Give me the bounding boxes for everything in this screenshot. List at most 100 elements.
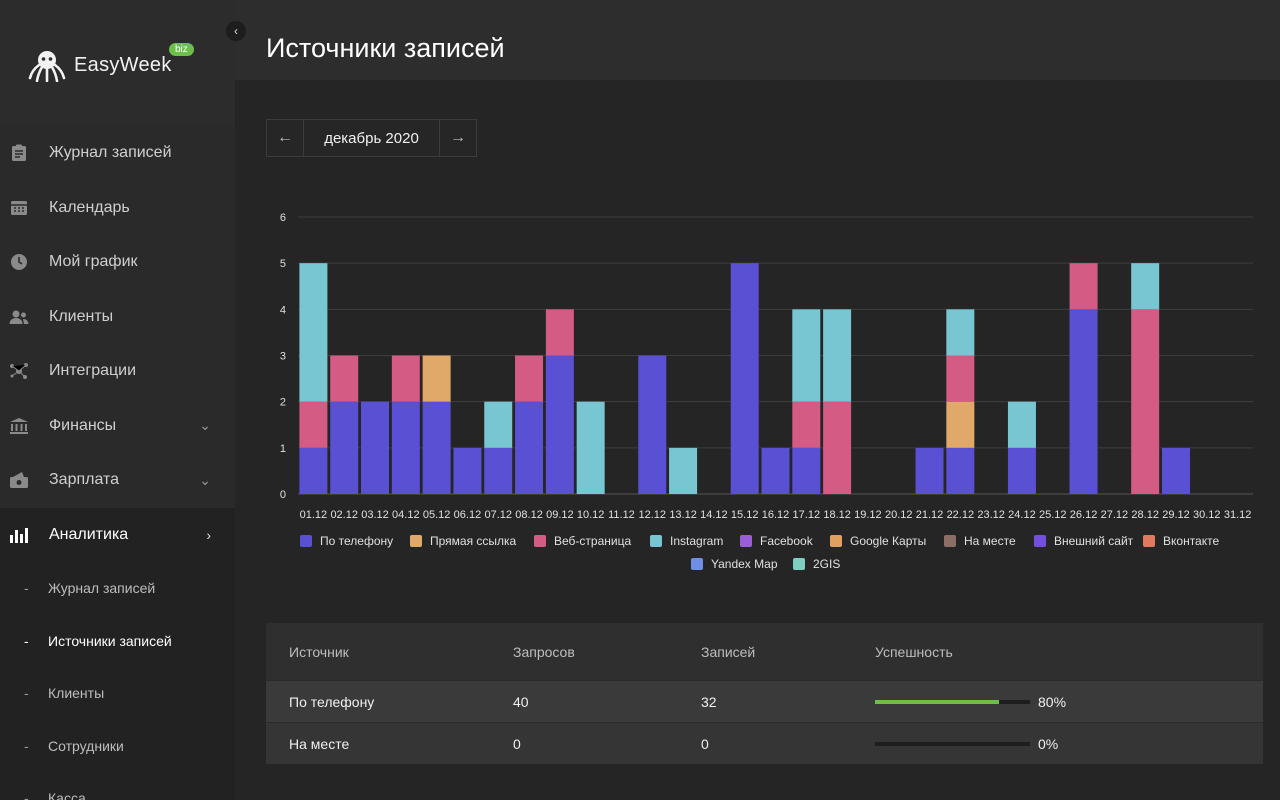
table-header: Источник Запросов Записей Успешность <box>266 623 1263 680</box>
clock-icon <box>9 252 29 272</box>
legend-label: Google Карты <box>850 534 926 548</box>
bar-segment <box>1007 447 1036 494</box>
x-tick-label: 25.12 <box>1039 509 1067 521</box>
bar-segment <box>792 447 821 494</box>
calendar-icon <box>9 198 29 218</box>
sidebar-item-salary[interactable]: Зарплата ⌄ <box>0 453 235 508</box>
y-tick-label: 3 <box>280 351 286 363</box>
bar-segment <box>299 263 328 402</box>
bar-segment <box>1161 447 1190 494</box>
chevron-right-icon: › <box>206 526 211 543</box>
bar-segment <box>576 401 605 494</box>
sidebar-item-integrations[interactable]: Интеграции <box>0 344 235 399</box>
bar-segment <box>946 309 975 356</box>
x-tick-label: 05.12 <box>423 509 451 521</box>
column-header-success: Успешность <box>875 643 953 660</box>
x-tick-label: 04.12 <box>392 509 420 521</box>
sidebar-item-label: Интеграции <box>49 362 137 380</box>
success-progress-fill <box>875 699 999 704</box>
table-row: По телефону 40 32 80% <box>266 680 1263 722</box>
success-progress-bar <box>875 699 1030 704</box>
bar-segment <box>545 309 574 356</box>
x-tick-label: 30.12 <box>1193 509 1221 521</box>
users-icon <box>9 307 29 327</box>
legend-swatch <box>830 535 842 547</box>
sidebar-collapse-button[interactable]: ‹ <box>226 21 246 41</box>
analytics-submenu: - Журнал записей - Источники записей - К… <box>0 562 235 800</box>
y-tick-label: 2 <box>280 397 286 409</box>
x-tick-label: 12.12 <box>639 509 667 521</box>
legend-swatch <box>650 535 662 547</box>
sidebar-item-finance[interactable]: Финансы ⌄ <box>0 399 235 454</box>
x-tick-label: 13.12 <box>669 509 697 521</box>
sidebar-item-calendar[interactable]: Календарь <box>0 181 235 236</box>
bar-segment <box>299 401 328 448</box>
bar-segment <box>638 355 667 494</box>
requests-cell: 40 <box>513 693 529 710</box>
plan-badge: biz <box>169 43 194 56</box>
x-tick-label: 08.12 <box>515 509 543 521</box>
bar-segment <box>1007 401 1036 448</box>
sidebar-item-analytics[interactable]: Аналитика › <box>0 507 235 562</box>
bar-segment <box>1131 309 1160 494</box>
bar-segment <box>330 355 359 402</box>
table-row: На месте 0 0 0% <box>266 722 1263 764</box>
submenu-item-staff[interactable]: - Сотрудники <box>0 720 235 773</box>
sidebar-item-schedule[interactable]: Мой график <box>0 235 235 290</box>
bar-segment <box>330 401 359 494</box>
submenu-dash: - <box>24 737 29 754</box>
legend-swatch <box>300 535 312 547</box>
legend-label: 2GIS <box>813 557 840 571</box>
submenu-item-journal[interactable]: - Журнал записей <box>0 562 235 615</box>
bar-segment <box>515 401 544 494</box>
bar-segment <box>669 447 698 494</box>
x-tick-label: 02.12 <box>330 509 358 521</box>
submenu-dash: - <box>24 790 29 800</box>
column-header-records: Записей <box>701 643 756 660</box>
sidebar: EasyWeek biz Журнал записей Календарь Мо… <box>0 0 235 800</box>
sidebar-item-clients[interactable]: Клиенты <box>0 290 235 345</box>
legend-swatch <box>1034 535 1046 547</box>
arrow-right-icon: → <box>450 129 466 146</box>
x-tick-label: 27.12 <box>1101 509 1129 521</box>
submenu-item-cashbox[interactable]: - Касса <box>0 772 235 800</box>
x-tick-label: 20.12 <box>885 509 913 521</box>
submenu-dash: - <box>24 580 29 597</box>
logo-text: EasyWeek <box>74 53 172 76</box>
network-icon <box>9 361 29 381</box>
x-tick-label: 18.12 <box>823 509 851 521</box>
logo-area: EasyWeek biz <box>0 0 235 125</box>
sidebar-nav: Журнал записей Календарь Мой график Клие… <box>0 126 235 800</box>
bar-segment <box>946 447 975 494</box>
bar-segment <box>299 447 328 494</box>
legend-label: Facebook <box>760 534 814 548</box>
y-tick-label: 1 <box>280 443 286 455</box>
x-tick-label: 17.12 <box>793 509 821 521</box>
octopus-icon <box>28 51 66 82</box>
y-tick-label: 4 <box>280 304 286 316</box>
x-tick-label: 26.12 <box>1070 509 1098 521</box>
bar-segment <box>391 355 420 402</box>
success-percent: 0% <box>1038 735 1059 752</box>
logo[interactable]: EasyWeek biz <box>28 43 194 82</box>
bar-segment <box>792 401 821 448</box>
sidebar-item-journal[interactable]: Журнал записей <box>0 126 235 181</box>
bar-segment <box>1131 263 1160 310</box>
month-selector: ← декабрь 2020 → <box>266 119 477 157</box>
x-tick-label: 22.12 <box>947 509 975 521</box>
x-tick-label: 16.12 <box>762 509 790 521</box>
submenu-item-clients[interactable]: - Клиенты <box>0 667 235 720</box>
prev-month-button[interactable]: ← <box>267 120 304 156</box>
sidebar-item-label: Клиенты <box>49 307 114 325</box>
x-tick-label: 21.12 <box>916 509 944 521</box>
column-header-source: Источник <box>289 643 349 660</box>
x-tick-label: 11.12 <box>608 509 635 521</box>
bar-segment <box>484 447 513 494</box>
submenu-item-label: Источники записей <box>48 632 172 649</box>
sidebar-item-label: Календарь <box>49 198 130 216</box>
submenu-item-sources[interactable]: - Источники записей <box>0 615 235 668</box>
next-month-button[interactable]: → <box>439 120 476 156</box>
month-label[interactable]: декабрь 2020 <box>324 129 419 147</box>
source-cell: На месте <box>289 735 350 752</box>
legend-label: Yandex Map <box>711 557 778 571</box>
